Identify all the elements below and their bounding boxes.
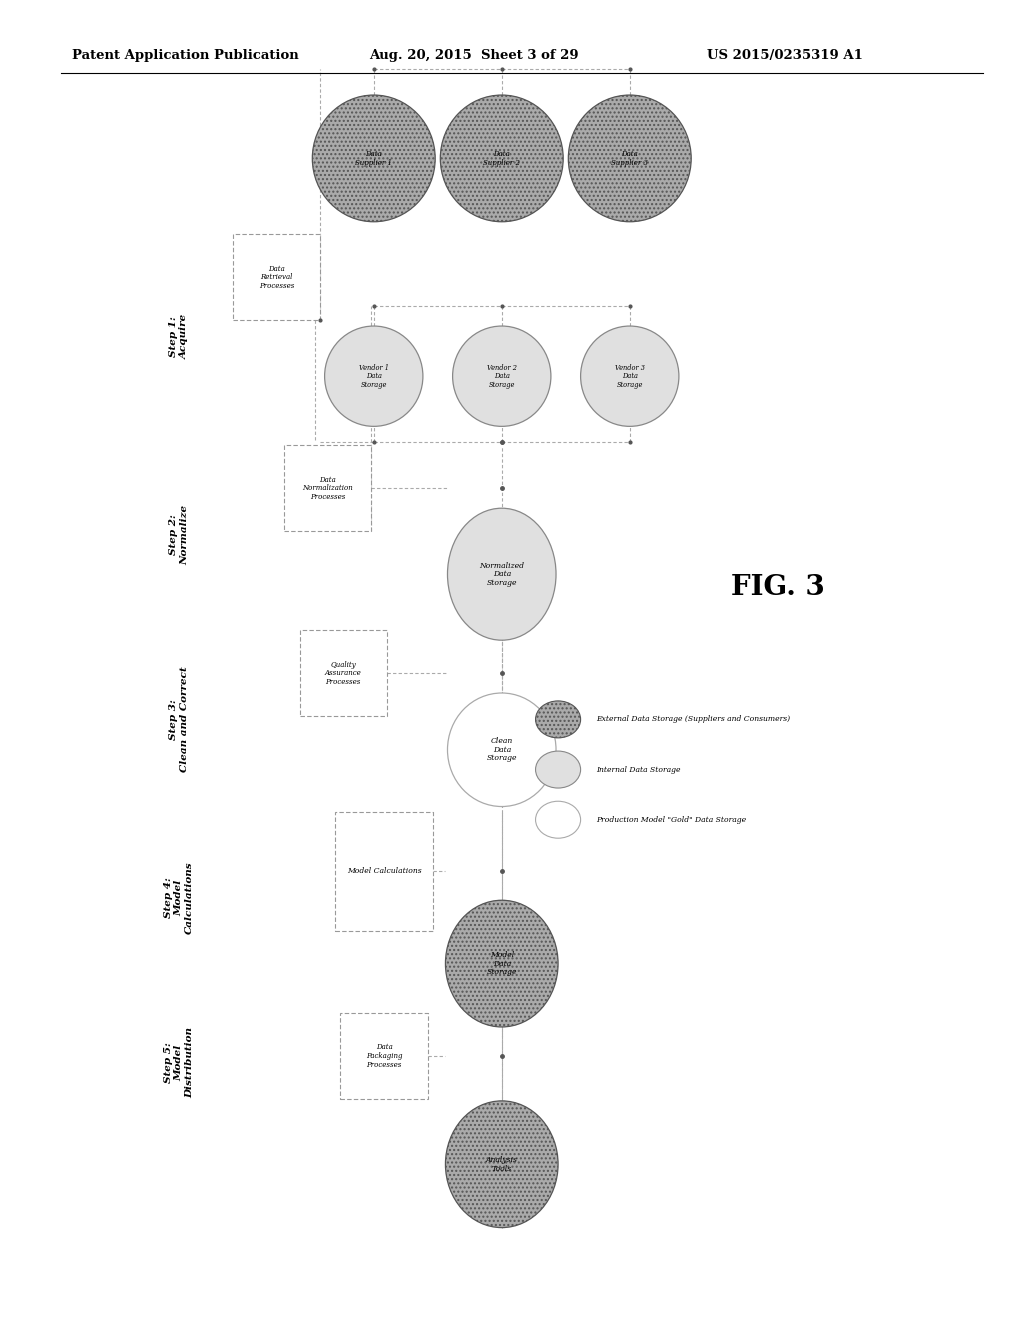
- Text: Normalized
Data
Storage: Normalized Data Storage: [479, 561, 524, 587]
- Text: Data
Normalization
Processes: Data Normalization Processes: [302, 475, 353, 502]
- Text: Analysis
Tools: Analysis Tools: [485, 1156, 518, 1172]
- Text: Quality
Assurance
Processes: Quality Assurance Processes: [325, 660, 361, 686]
- Text: Step 3:
Clean and Correct: Step 3: Clean and Correct: [170, 667, 188, 772]
- Bar: [336, 812, 432, 931]
- Text: Data
Packaging
Processes: Data Packaging Processes: [366, 1043, 402, 1069]
- Text: Data
Supplier 1: Data Supplier 1: [355, 150, 392, 166]
- Ellipse shape: [581, 326, 679, 426]
- Text: Vendor 2
Data
Storage: Vendor 2 Data Storage: [486, 363, 517, 389]
- Ellipse shape: [445, 1101, 558, 1228]
- Ellipse shape: [536, 801, 581, 838]
- Text: Vendor 1
Data
Storage: Vendor 1 Data Storage: [358, 363, 389, 389]
- Ellipse shape: [447, 508, 556, 640]
- Text: Clean
Data
Storage: Clean Data Storage: [486, 737, 517, 763]
- Text: Data
Retrieval
Processes: Data Retrieval Processes: [259, 264, 294, 290]
- Text: Internal Data Storage: Internal Data Storage: [596, 766, 681, 774]
- Text: Vendor 3
Data
Storage: Vendor 3 Data Storage: [614, 363, 645, 389]
- Bar: [300, 631, 387, 715]
- Text: Data
Supplier 2: Data Supplier 2: [483, 150, 520, 166]
- Text: Aug. 20, 2015  Sheet 3 of 29: Aug. 20, 2015 Sheet 3 of 29: [369, 49, 579, 62]
- Ellipse shape: [453, 326, 551, 426]
- Text: Step 5:
Model
Distribution: Step 5: Model Distribution: [164, 1027, 195, 1098]
- Ellipse shape: [447, 693, 556, 807]
- Ellipse shape: [440, 95, 563, 222]
- Text: US 2015/0235319 A1: US 2015/0235319 A1: [707, 49, 862, 62]
- Bar: [340, 1014, 428, 1098]
- Text: Step 4:
Model
Calculations: Step 4: Model Calculations: [164, 861, 195, 935]
- Text: Model Calculations: Model Calculations: [347, 867, 421, 875]
- Text: Step 2:
Normalize: Step 2: Normalize: [170, 504, 188, 565]
- Text: Step 1:
Acquire: Step 1: Acquire: [170, 314, 188, 359]
- Text: Model
Data
Storage: Model Data Storage: [486, 950, 517, 977]
- Text: FIG. 3: FIG. 3: [731, 574, 825, 601]
- Ellipse shape: [445, 900, 558, 1027]
- Bar: [285, 445, 372, 531]
- Bar: [233, 235, 319, 319]
- Text: Patent Application Publication: Patent Application Publication: [72, 49, 298, 62]
- Text: Data
Supplier 3: Data Supplier 3: [611, 150, 648, 166]
- Ellipse shape: [536, 751, 581, 788]
- Ellipse shape: [568, 95, 691, 222]
- Ellipse shape: [536, 701, 581, 738]
- Ellipse shape: [325, 326, 423, 426]
- Text: Production Model "Gold" Data Storage: Production Model "Gold" Data Storage: [596, 816, 746, 824]
- Ellipse shape: [312, 95, 435, 222]
- Text: External Data Storage (Suppliers and Consumers): External Data Storage (Suppliers and Con…: [596, 715, 791, 723]
